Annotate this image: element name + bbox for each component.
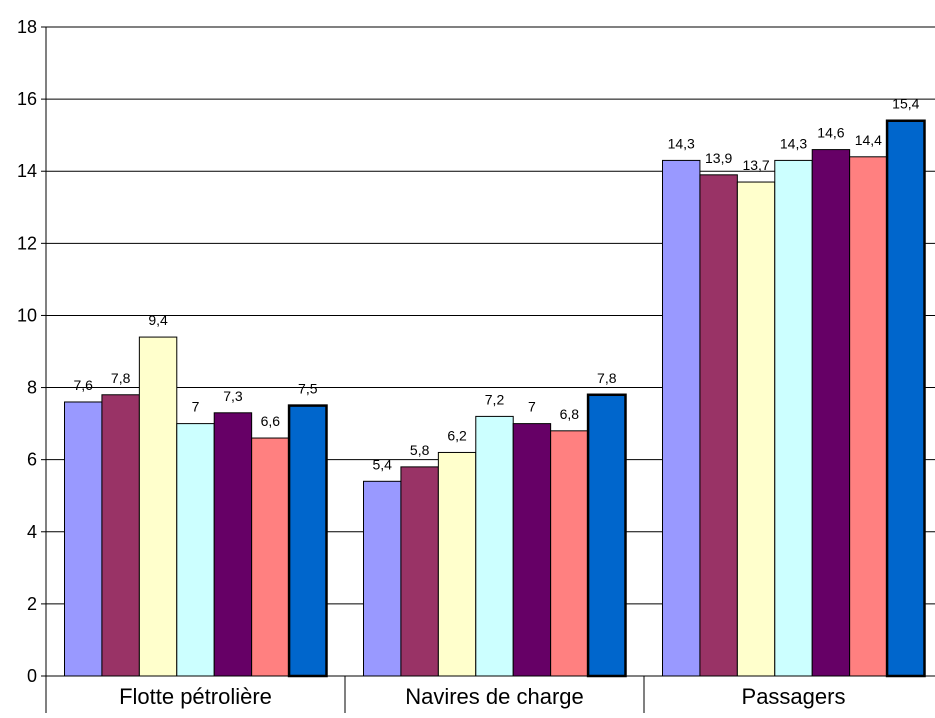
data-label: 9,4 bbox=[148, 312, 168, 328]
bar bbox=[64, 401, 103, 677]
category-label: Navires de charge bbox=[405, 684, 584, 709]
axes: 0 2 4 6 8 10 12 14 16 18 Flotte pétrolière Navires … bbox=[17, 17, 846, 713]
data-label: 14,6 bbox=[817, 125, 844, 141]
bar bbox=[885, 119, 926, 678]
data-label: 6,6 bbox=[261, 413, 281, 429]
bar bbox=[101, 394, 140, 677]
bar bbox=[475, 415, 514, 677]
bars bbox=[64, 119, 926, 678]
bar bbox=[363, 480, 402, 677]
data-label: 14,4 bbox=[855, 132, 882, 148]
data-label: 13,7 bbox=[742, 157, 769, 173]
bar bbox=[811, 149, 851, 677]
data-label: 7,6 bbox=[73, 377, 93, 393]
bar bbox=[849, 156, 888, 677]
data-label: 7,2 bbox=[485, 391, 505, 407]
data-label: 14,3 bbox=[780, 135, 807, 151]
bar bbox=[437, 451, 477, 677]
y-tick-label: 0 bbox=[27, 666, 37, 686]
data-label: 7,8 bbox=[597, 370, 617, 386]
y-tick-label: 2 bbox=[27, 594, 37, 614]
bar bbox=[736, 181, 776, 677]
y-tick-label: 4 bbox=[27, 522, 37, 542]
y-tick-label: 16 bbox=[17, 89, 37, 109]
data-label: 13,9 bbox=[705, 150, 732, 166]
data-label: 5,8 bbox=[410, 442, 430, 458]
bar bbox=[176, 423, 215, 677]
y-tick-label: 10 bbox=[17, 305, 37, 325]
bar bbox=[512, 423, 552, 677]
y-tick-label: 6 bbox=[27, 450, 37, 470]
data-label: 7,3 bbox=[223, 388, 243, 404]
y-tick-label: 12 bbox=[17, 233, 37, 253]
bar bbox=[251, 437, 290, 677]
data-label: 14,3 bbox=[668, 135, 695, 151]
y-tick-label: 8 bbox=[27, 378, 37, 398]
data-label: 7 bbox=[192, 399, 200, 415]
bar bbox=[774, 159, 813, 677]
bar bbox=[662, 159, 701, 677]
data-label: 7,5 bbox=[298, 381, 318, 397]
bar bbox=[550, 430, 589, 677]
data-label: 5,4 bbox=[372, 456, 392, 472]
data-label: 7,8 bbox=[111, 370, 131, 386]
bar bbox=[138, 336, 178, 677]
category-label: Flotte pétrolière bbox=[119, 684, 272, 709]
data-label: 7 bbox=[528, 399, 536, 415]
data-label: 6,2 bbox=[447, 427, 467, 443]
bar bbox=[586, 393, 627, 678]
data-labels: 7,6 7,8 9,4 7 7,3 6,6 7,5 5,4 5,8 6,2 7,2 7 6,8 7,8 14… bbox=[73, 96, 919, 473]
data-label: 6,8 bbox=[560, 406, 580, 422]
bar bbox=[213, 412, 253, 677]
y-tick-label: 18 bbox=[17, 17, 37, 37]
bar bbox=[699, 174, 738, 677]
category-label: Passagers bbox=[742, 684, 846, 709]
bar bbox=[400, 466, 439, 677]
bar bbox=[287, 404, 328, 678]
data-label: 15,4 bbox=[892, 96, 919, 112]
y-tick-label: 14 bbox=[17, 161, 37, 181]
